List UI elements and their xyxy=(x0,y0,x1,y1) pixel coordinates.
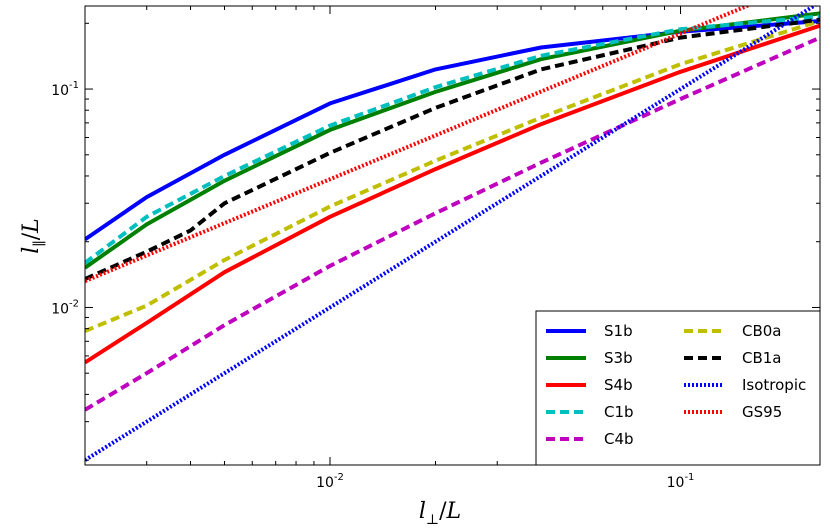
series-line-gs95 xyxy=(85,6,752,283)
legend-label-s4b: S4b xyxy=(604,376,633,394)
y-tick-label: 10-2 xyxy=(51,298,79,317)
legend-label-c1b: C1b xyxy=(604,403,634,421)
series-group xyxy=(85,6,820,462)
series-line-isotropic xyxy=(85,6,818,462)
x-axis-label: l⊥/L xyxy=(419,499,461,528)
legend-label-cb0a: CB0a xyxy=(742,322,782,340)
y-tick-label: 10-1 xyxy=(51,80,79,99)
series-line-c4b xyxy=(85,35,820,412)
legend-label-s3b: S3b xyxy=(604,349,633,367)
legend-label-cb1a: CB1a xyxy=(742,349,782,367)
y-axis-label: l∥/L xyxy=(19,218,48,254)
legend-label-s1b: S1b xyxy=(604,322,633,340)
legend: S1b S3b S4b C1b C4b CB0a CB1a Isotropic GS95 xyxy=(535,310,821,466)
legend-label-gs95: GS95 xyxy=(742,403,782,421)
legend-box xyxy=(535,310,821,466)
series-line-s4b xyxy=(85,23,820,365)
legend-label-c4b: C4b xyxy=(604,430,634,448)
x-tick-label: 10-1 xyxy=(667,472,695,491)
plot-frame xyxy=(84,5,821,466)
x-tick-label: 10-2 xyxy=(316,472,344,491)
series-line-c1b xyxy=(85,14,820,265)
legend-label-isotropic: Isotropic xyxy=(742,376,806,394)
